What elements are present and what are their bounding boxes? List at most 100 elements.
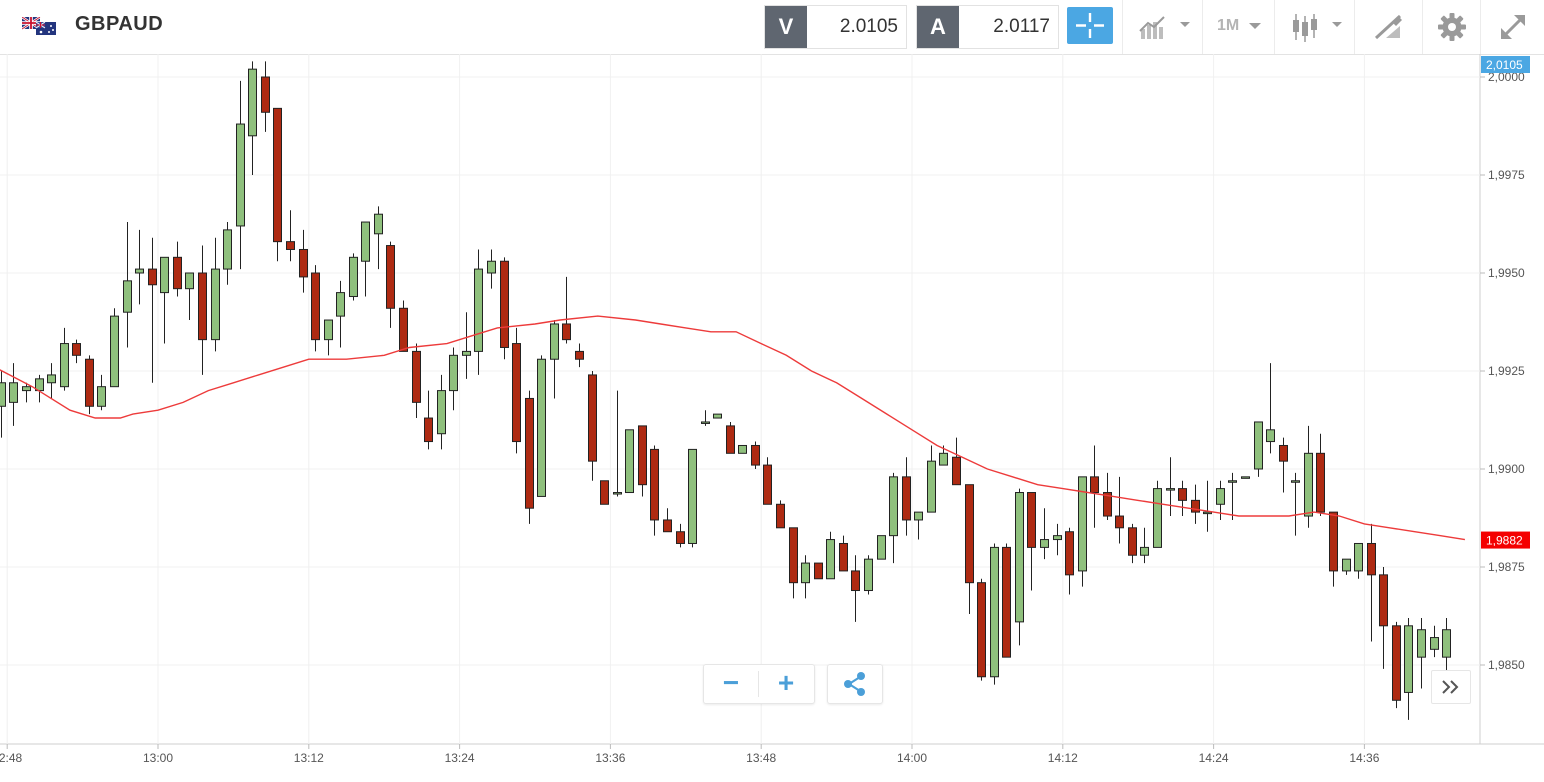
- zoom-out-button[interactable]: −: [722, 667, 740, 698]
- settings-button[interactable]: [1422, 0, 1481, 54]
- candle-body: [1442, 629, 1451, 658]
- candle-body: [324, 319, 333, 341]
- candle-body: [47, 374, 56, 384]
- candle-body: [1304, 452, 1313, 517]
- candle-body: [412, 350, 421, 403]
- candle-body: [437, 390, 446, 435]
- candle-body: [826, 539, 835, 580]
- candle-body: [1430, 637, 1439, 650]
- candle-body: [1329, 511, 1338, 572]
- candle-body: [575, 350, 584, 360]
- zoom-controls: − +: [703, 664, 815, 704]
- candle-body: [525, 397, 534, 509]
- y-tick-label: 1,9950: [1488, 266, 1525, 280]
- y-tick-label: 2,0000: [1488, 70, 1525, 84]
- candle-body: [198, 272, 207, 341]
- candlestick-chart[interactable]: 2,0000 1,9975 1,9950 1,9925 1,9900 1,9875 1,98…: [0, 54, 1544, 782]
- candle-body: [236, 123, 245, 227]
- candle-body: [1379, 574, 1388, 627]
- scroll-to-latest-button[interactable]: [1431, 670, 1471, 704]
- timeframe-menu[interactable]: 1M: [1202, 0, 1275, 54]
- candle-body: [386, 245, 395, 309]
- candle-body: [1266, 429, 1275, 443]
- double-chevron-right-icon: [1442, 680, 1459, 694]
- y-tick-label: 1,9975: [1488, 168, 1525, 182]
- candle-body: [600, 480, 609, 505]
- candle-body: [851, 570, 860, 592]
- x-tick-label: 13:00: [143, 751, 173, 765]
- current-price-label: 2,0105: [1486, 58, 1523, 72]
- moving-average-line: [0, 315, 1466, 541]
- candle-body: [349, 256, 358, 298]
- y-tick-label: 1,9925: [1488, 364, 1525, 378]
- x-tick-label: 14:36: [1349, 751, 1379, 765]
- candle-body: [97, 386, 106, 407]
- indicators-menu[interactable]: [1122, 0, 1203, 54]
- candle-body: [1065, 531, 1074, 576]
- x-tick-label: 13:48: [746, 751, 776, 765]
- sell-quote[interactable]: V 2.0105: [764, 5, 907, 49]
- candle-body: [1078, 476, 1087, 572]
- buy-price: 2.0117: [993, 16, 1050, 37]
- candle-body: [1404, 625, 1413, 693]
- candle-body: [688, 448, 697, 544]
- y-tick-label: 1,9900: [1488, 462, 1525, 476]
- candle-body: [1228, 480, 1237, 483]
- candle-body: [701, 421, 710, 424]
- crosshair-icon: [1076, 13, 1104, 38]
- candle-body: [990, 546, 999, 678]
- candle-body: [613, 492, 622, 495]
- candle-body: [864, 558, 873, 592]
- candle-body: [776, 503, 785, 529]
- candle-body: [1040, 539, 1049, 548]
- chart-type-menu[interactable]: [1274, 0, 1355, 54]
- crosshair-button[interactable]: [1067, 7, 1113, 44]
- candle-body: [22, 386, 31, 392]
- candle-body: [939, 452, 948, 466]
- buy-quote[interactable]: A 2.0117: [916, 5, 1059, 49]
- candlestick-icon: [1293, 14, 1342, 42]
- candle-body: [952, 456, 961, 486]
- candle-body: [1241, 476, 1250, 479]
- x-tick-label: 14:00: [897, 751, 927, 765]
- candle-body: [877, 535, 886, 560]
- candle-body: [650, 448, 659, 521]
- zoom-in-button[interactable]: +: [777, 667, 795, 698]
- candle-body: [789, 527, 798, 584]
- candle-body: [1128, 527, 1137, 556]
- candle-body: [927, 460, 936, 513]
- moving-average-label: 1,9882: [1486, 534, 1523, 548]
- timeframe-label: 1M: [1217, 17, 1240, 34]
- candle-body: [60, 343, 69, 388]
- candle-body: [726, 425, 735, 454]
- chart-toolbar: GBPAUD V 2.0105 A 2.0117 1M: [0, 0, 1544, 55]
- drawing-tools-button[interactable]: [1354, 0, 1423, 54]
- candle-body: [550, 323, 559, 360]
- drawing-tools-icon: [1374, 14, 1402, 40]
- candle-body: [1115, 515, 1124, 529]
- candle-body: [751, 444, 760, 466]
- candle-body: [160, 256, 169, 294]
- candle-body: [562, 323, 571, 341]
- candle-body: [1291, 480, 1300, 483]
- fullscreen-button[interactable]: [1480, 0, 1544, 54]
- candle-body: [9, 382, 18, 403]
- candle-body: [361, 221, 370, 262]
- candle-body: [273, 107, 282, 243]
- x-tick-label: 13:12: [294, 751, 324, 765]
- candle-body: [123, 280, 132, 313]
- gb-au-flag-icon: [22, 17, 56, 35]
- candle-body: [1191, 499, 1200, 513]
- candle-body: [588, 374, 597, 462]
- candle-body: [1392, 625, 1401, 701]
- expand-icon: [1500, 14, 1526, 40]
- candle-body: [625, 429, 634, 494]
- candle-body: [1015, 492, 1024, 623]
- current-price-badge: [1481, 56, 1530, 73]
- candle-body: [211, 268, 220, 341]
- candle-body: [424, 417, 433, 443]
- x-tick-label: 13:36: [595, 751, 625, 765]
- candle-body: [1002, 546, 1011, 658]
- candle-body: [763, 464, 772, 505]
- share-button[interactable]: [827, 664, 883, 704]
